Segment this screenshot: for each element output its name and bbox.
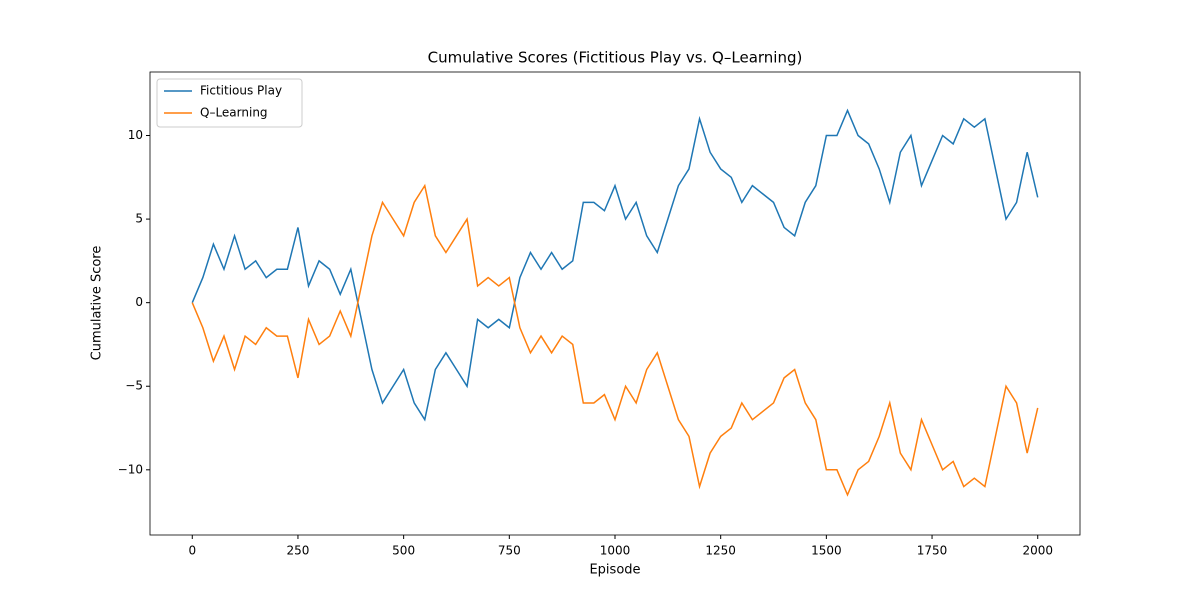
y-tick-label: −10 bbox=[118, 462, 143, 476]
y-tick-label: −5 bbox=[125, 379, 143, 393]
x-axis-label: Episode bbox=[589, 563, 640, 578]
legend: Fictitious Play Q–Learning bbox=[156, 78, 303, 128]
legend-label: Q–Learning bbox=[200, 106, 268, 120]
y-tick-label: 10 bbox=[128, 128, 143, 142]
chart-title: Cumulative Scores (Fictitious Play vs. Q… bbox=[428, 49, 803, 67]
x-tick-label: 1750 bbox=[917, 544, 948, 558]
plot-frame bbox=[149, 71, 1081, 536]
x-tick-label: 250 bbox=[287, 544, 310, 558]
y-tick-label: 0 bbox=[135, 295, 143, 309]
series-line bbox=[191, 108, 1039, 422]
x-tick-label: 2000 bbox=[1022, 544, 1053, 558]
y-tick-label: 5 bbox=[135, 212, 143, 226]
series-line bbox=[191, 183, 1039, 497]
x-tick-label: 1000 bbox=[600, 544, 631, 558]
x-tick-label: 750 bbox=[498, 544, 521, 558]
legend-box bbox=[156, 78, 303, 128]
x-tick-label: 500 bbox=[392, 544, 415, 558]
x-tick-label: 1500 bbox=[811, 544, 842, 558]
legend-label: Fictitious Play bbox=[200, 84, 282, 98]
x-tick-label: 0 bbox=[188, 544, 196, 558]
y-axis-label: Cumulative Score bbox=[90, 246, 105, 361]
x-tick-label: 1250 bbox=[705, 544, 736, 558]
